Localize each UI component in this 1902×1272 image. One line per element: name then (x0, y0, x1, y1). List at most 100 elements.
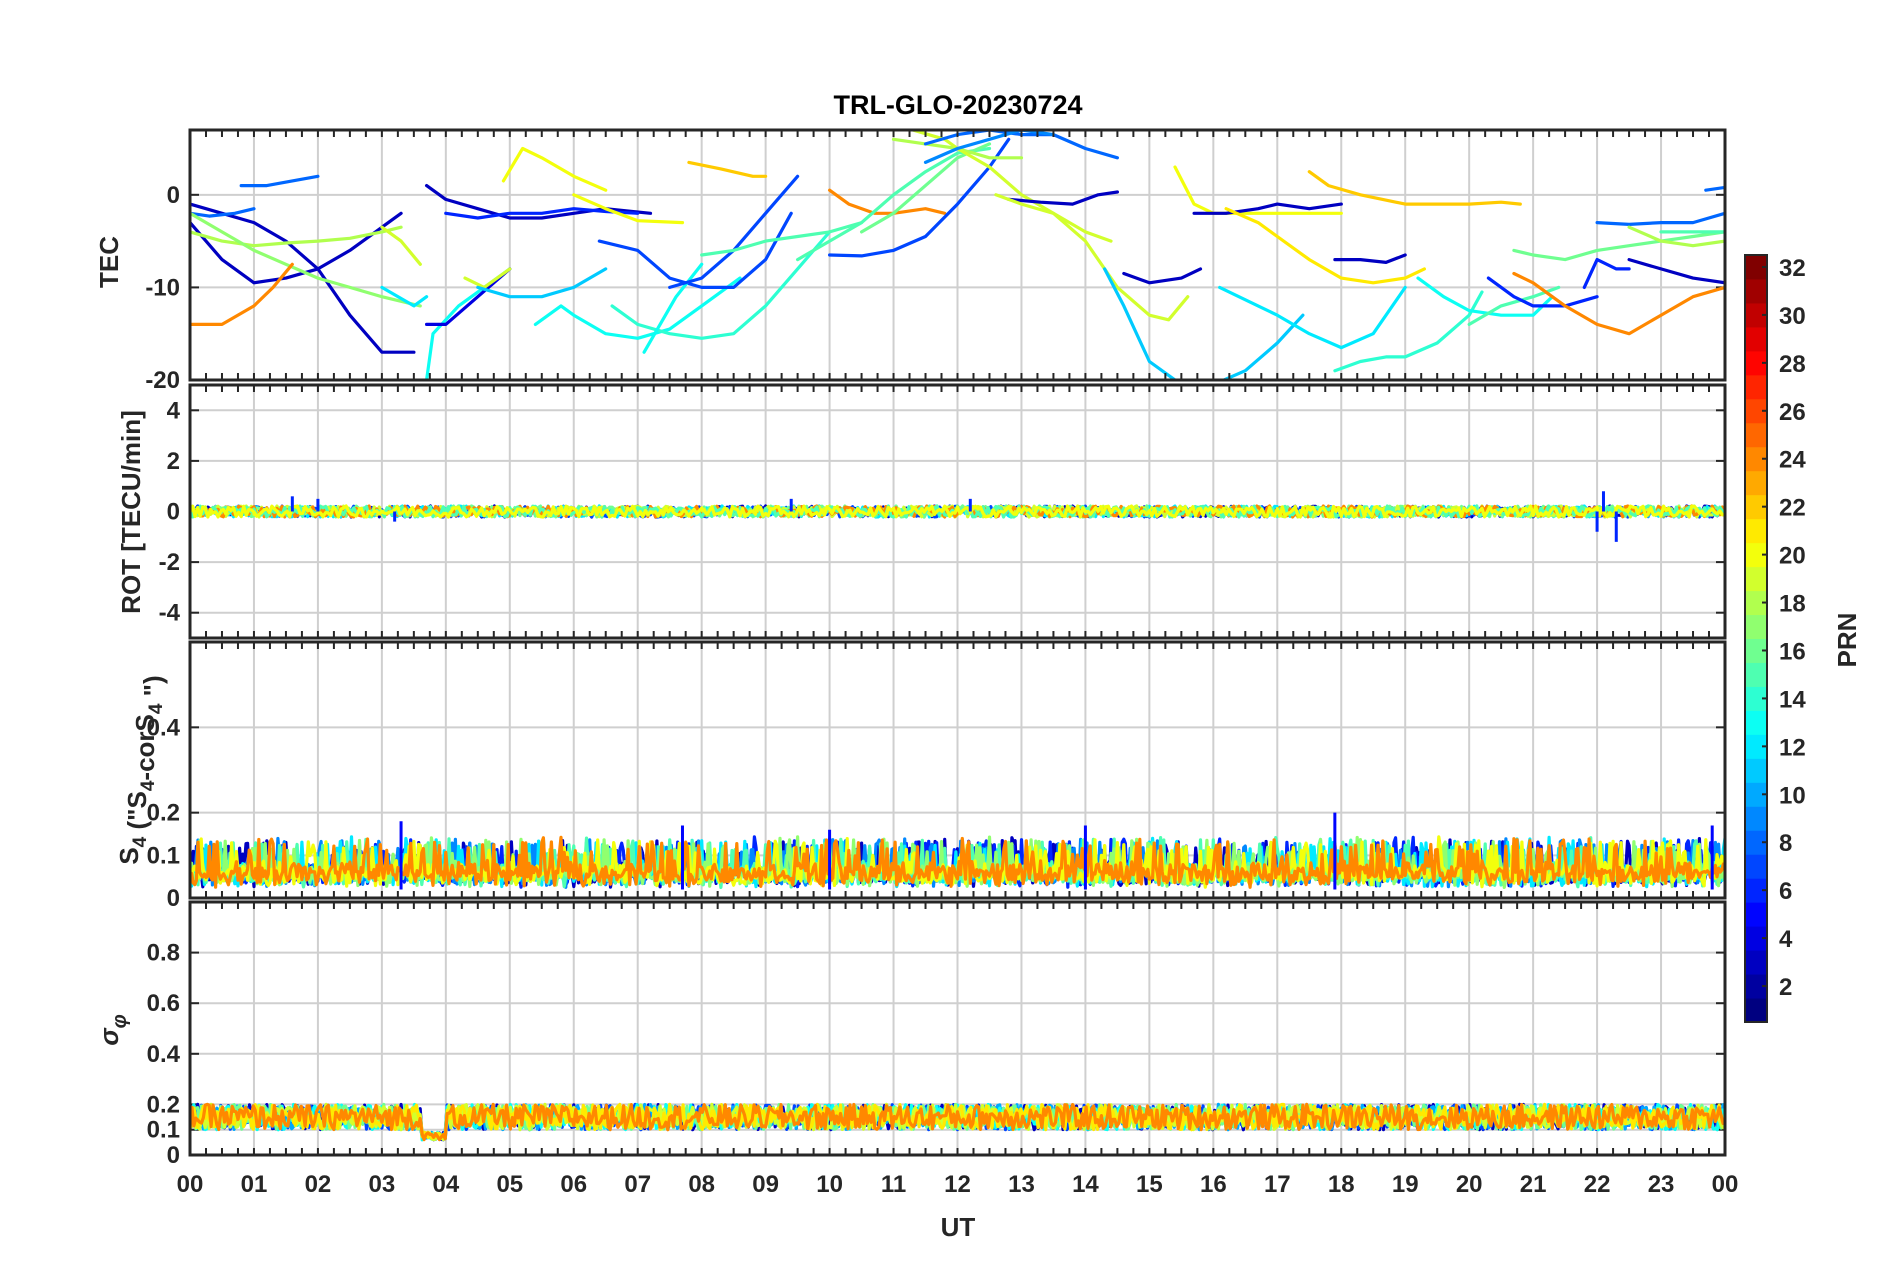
tec-series-prn-9 (923, 130, 1056, 164)
colorbar-tick-label: 14 (1779, 686, 1806, 713)
tec-series-prn-3 (1122, 267, 1203, 285)
s4-ytick-label: 0 (167, 885, 180, 912)
colorbar-swatch (1745, 662, 1767, 687)
tec-series-prn-7 (597, 211, 793, 289)
colorbar-tick-label: 18 (1779, 591, 1806, 618)
x-tick-label: 01 (241, 1171, 268, 1198)
x-tick-label: 06 (560, 1171, 587, 1198)
colorbar-swatch (1745, 326, 1767, 352)
sigma_phi-ytick-label: 0.2 (147, 1091, 180, 1118)
colorbar-swatch (1745, 710, 1767, 735)
tec-series-prn-18 (1627, 225, 1725, 248)
x-tick-label: 12 (944, 1171, 971, 1198)
colorbar-tick-label: 26 (1779, 399, 1806, 426)
x-tick-label: 15 (1136, 1171, 1163, 1198)
x-tick-label: 11 (881, 1171, 906, 1198)
s4-ylabel-part: 4 (146, 703, 167, 714)
tec-series-prn-17 (190, 211, 422, 308)
colorbar-swatch (1745, 734, 1767, 759)
tec-series-prn-20 (1173, 165, 1343, 215)
tec-series-prn-19 (380, 225, 422, 266)
s4-ylabel-part: 4 (138, 780, 159, 791)
tec-series-prn-24 (827, 188, 947, 215)
s4-ytick-label: 0.4 (147, 714, 181, 741)
colorbar-label: PRN (1832, 613, 1862, 668)
colorbar-swatch (1745, 950, 1767, 975)
tec-ytick-label: -20 (145, 367, 180, 394)
rot-ytick-label: -2 (159, 549, 180, 576)
tec-ytick-label: -10 (145, 274, 180, 301)
colorbar-tick-label: 8 (1779, 830, 1792, 857)
x-tick-label: 07 (624, 1171, 651, 1198)
sigma_phi-ytick-label: 0.6 (147, 990, 180, 1017)
tec-series-prn-15 (795, 146, 992, 262)
s4-ylabel-part: -corS (130, 714, 160, 780)
tec-series-prn-11 (1102, 267, 1305, 380)
colorbar-swatch (1745, 878, 1767, 903)
tec-axes-frame (188, 128, 1727, 382)
colorbar-tick-label: 30 (1779, 303, 1806, 330)
tec-series-prn-14 (1333, 290, 1484, 373)
sigma_phi-series-group (190, 1102, 1725, 1142)
x-tick-label: 17 (1264, 1171, 1291, 1198)
x-tick-label: 08 (688, 1171, 715, 1198)
rot-ytick-label: 0 (167, 499, 180, 526)
x-tick-label: 22 (1584, 1171, 1611, 1198)
tec-series-prn-22 (687, 160, 768, 178)
tec-series-prn-3 (1192, 202, 1343, 215)
x-tick-label: 10 (816, 1171, 843, 1198)
colorbar-swatch (1745, 926, 1767, 951)
s4-panel: 00.10.20.4S4 ("S4-corS4 ") (114, 640, 1727, 912)
x-tick-label: 23 (1648, 1171, 1675, 1198)
s4-ylabel: S4 ("S4-corS4 ") (114, 675, 168, 864)
tec-series-prn-12 (380, 285, 429, 308)
tec-series-prn-12 (1218, 285, 1407, 350)
tec-series-prn-20 (501, 146, 608, 192)
tec-series-prn-3 (1627, 258, 1725, 285)
colorbar-swatch (1745, 686, 1767, 711)
tec-series-prn-20 (572, 193, 685, 225)
s4-series-prn-24 (190, 835, 1725, 889)
rot-ylabel: ROT [TECU/min] (116, 410, 146, 614)
x-axis-label: UT (941, 1212, 976, 1242)
colorbar-swatch (1745, 494, 1767, 520)
colorbar-swatch (1745, 782, 1767, 807)
tec-series-prn-18 (190, 225, 403, 248)
tec-series-prn-8 (239, 174, 320, 188)
tec-series-prn-8 (190, 207, 256, 218)
tec-ylabel: TEC (94, 236, 124, 288)
x-tick-label: 05 (496, 1171, 523, 1198)
sigma-ylabel-sigma: σ (94, 1027, 124, 1046)
sigma_phi-axes-frame (188, 900, 1727, 1157)
tec-series-prn-3 (1333, 253, 1407, 264)
colorbar-swatch (1745, 542, 1767, 568)
s4-ytick-label: 0.1 (147, 842, 180, 869)
colorbar-tick-label: 12 (1779, 734, 1806, 761)
s4-ylabel-part: 4 (130, 836, 151, 847)
colorbar-swatch (1745, 614, 1767, 639)
s4-ylabel-part: ") (138, 675, 168, 703)
colorbar-swatch (1745, 422, 1767, 448)
rot-ytick-label: -4 (159, 600, 181, 627)
colorbar-tick-label: 32 (1779, 255, 1806, 282)
x-tick-label: 21 (1520, 1171, 1547, 1198)
colorbar-tick-label: 10 (1779, 782, 1806, 809)
colorbar-tick-label: 6 (1779, 878, 1792, 905)
x-tick-label: 19 (1392, 1171, 1419, 1198)
tec-series-prn-22 (1307, 170, 1522, 206)
tec-series-prn-24 (1512, 271, 1725, 336)
s4-axes-frame (188, 640, 1727, 900)
colorbar-swatch (1745, 446, 1767, 472)
tec-ytick-label: 0 (167, 182, 180, 209)
sigma_phi-ytick-label: 0.4 (147, 1041, 181, 1068)
colorbar-swatch (1745, 302, 1767, 328)
rot-panel: -4 -2 0 2 4 (159, 383, 1727, 640)
sigma_phi-ytick-label: 0.1 (147, 1117, 180, 1144)
x-tick-label: 14 (1072, 1171, 1099, 1198)
tec-series-prn-4 (425, 267, 512, 326)
x-axis: 00 01 02 03 04 05 06 07 08 09 10 11 12 13 14 15 16 17 18 19… (177, 1171, 1739, 1198)
rot-series-group (190, 491, 1725, 542)
x-tick-label: 09 (752, 1171, 779, 1198)
rot-ytick-label: 4 (167, 397, 181, 424)
